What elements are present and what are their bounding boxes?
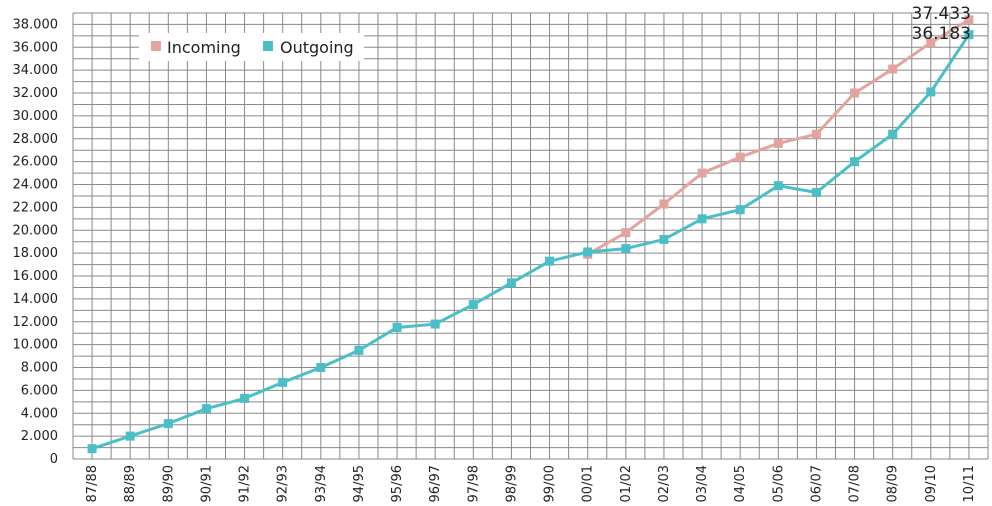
- x-tick-label: 94/95: [352, 465, 367, 502]
- y-tick-label: 14.000: [13, 292, 59, 307]
- y-tick-label: 36.000: [13, 40, 59, 55]
- data-point-outgoing: [735, 205, 745, 215]
- data-point-outgoing: [392, 322, 402, 332]
- data-point-outgoing: [621, 244, 631, 254]
- data-point-outgoing: [125, 431, 135, 441]
- y-tick-label: 0: [50, 452, 58, 467]
- data-point-outgoing: [316, 363, 326, 373]
- x-tick-label: 90/91: [199, 465, 214, 502]
- y-tick-label: 2.000: [21, 429, 58, 444]
- data-point-outgoing: [926, 87, 936, 97]
- y-tick-label: 18.000: [13, 246, 59, 261]
- y-tick-label: 8.000: [21, 361, 58, 376]
- x-tick-label: 07/08: [848, 465, 863, 502]
- x-tick-label: 87/88: [85, 465, 100, 502]
- data-point-outgoing: [888, 129, 898, 139]
- data-point-outgoing: [354, 345, 364, 355]
- annotation-outgoing-value: 36.183: [912, 24, 971, 44]
- data-point-incoming: [735, 152, 745, 162]
- legend-marker-incoming: [151, 41, 161, 51]
- data-point-incoming: [850, 88, 860, 98]
- data-point-outgoing: [964, 30, 974, 40]
- legend-background: [139, 33, 364, 61]
- x-tick-label: 98/99: [504, 465, 519, 502]
- legend: Incoming Outgoing: [139, 33, 364, 61]
- data-point-outgoing: [201, 404, 211, 414]
- data-point-incoming: [621, 228, 631, 238]
- data-point-outgoing: [659, 234, 669, 244]
- y-axis-ticks: 0 2.000 4.000 6.000 8.000 10.000 12.000 14.000 1…: [13, 17, 59, 467]
- data-point-incoming: [659, 199, 669, 209]
- y-tick-label: 16.000: [13, 269, 59, 284]
- data-point-outgoing: [468, 300, 478, 310]
- y-tick-label: 10.000: [13, 338, 59, 353]
- data-point-outgoing: [430, 319, 440, 329]
- x-tick-label: 06/07: [809, 465, 824, 502]
- y-tick-label: 20.000: [13, 223, 59, 238]
- data-point-incoming: [811, 129, 821, 139]
- series-layer: [87, 15, 974, 454]
- x-tick-label: 88/89: [123, 465, 138, 502]
- x-axis-ticks: 87/88 88/89 89/90 90/91 91/92 92/93 93/94 94/95…: [85, 465, 977, 502]
- y-tick-label: 26.000: [13, 155, 59, 170]
- y-tick-label: 24.000: [13, 178, 59, 193]
- data-point-incoming: [697, 168, 707, 178]
- y-tick-label: 28.000: [13, 132, 59, 147]
- x-tick-label: 05/06: [771, 465, 786, 502]
- x-tick-label: 96/97: [428, 465, 443, 502]
- data-point-incoming: [926, 38, 936, 48]
- data-point-outgoing: [278, 377, 288, 387]
- series-outgoing: [87, 30, 974, 454]
- x-tick-label: 92/93: [276, 465, 291, 502]
- y-tick-label: 22.000: [13, 200, 59, 215]
- y-tick-label: 32.000: [13, 86, 59, 101]
- x-tick-label: 95/96: [390, 465, 405, 502]
- series-line-outgoing: [91, 33, 971, 451]
- x-tick-label: 02/03: [657, 465, 672, 502]
- x-tick-label: 10/11: [962, 465, 977, 502]
- data-point-outgoing: [773, 181, 783, 191]
- series-incoming: [583, 15, 974, 259]
- data-point-outgoing: [583, 247, 593, 257]
- data-point-outgoing: [811, 188, 821, 198]
- data-point-incoming: [964, 15, 974, 25]
- x-tick-label: 04/05: [733, 465, 748, 502]
- data-point-outgoing: [240, 393, 250, 403]
- y-tick-label: 34.000: [13, 63, 59, 78]
- y-tick-label: 12.000: [13, 315, 59, 330]
- x-tick-label: 01/02: [619, 465, 634, 502]
- data-point-outgoing: [697, 214, 707, 224]
- data-point-outgoing: [545, 256, 555, 266]
- x-tick-label: 00/01: [581, 465, 596, 502]
- x-tick-label: 89/90: [161, 465, 176, 502]
- y-tick-label: 4.000: [21, 406, 58, 421]
- x-tick-label: 09/10: [924, 465, 939, 502]
- data-point-outgoing: [87, 444, 97, 454]
- y-tick-label: 30.000: [13, 109, 59, 124]
- x-tick-label: 03/04: [695, 465, 710, 502]
- x-tick-label: 93/94: [314, 465, 329, 502]
- y-tick-label: 6.000: [21, 383, 58, 398]
- data-point-outgoing: [163, 419, 173, 429]
- y-tick-label: 38.000: [13, 17, 59, 32]
- legend-marker-outgoing: [263, 41, 273, 51]
- x-tick-label: 08/09: [886, 465, 901, 502]
- legend-label-outgoing: Outgoing: [280, 38, 354, 57]
- annotations: 37.433 36.183: [912, 4, 971, 44]
- data-point-incoming: [773, 138, 783, 148]
- data-point-incoming: [888, 64, 898, 74]
- data-point-outgoing: [850, 157, 860, 167]
- legend-label-incoming: Incoming: [167, 38, 241, 57]
- annotation-incoming-value: 37.433: [912, 4, 971, 24]
- data-point-outgoing: [506, 278, 516, 288]
- x-tick-label: 99/00: [543, 465, 558, 502]
- x-tick-label: 97/98: [466, 465, 481, 502]
- x-tick-label: 91/92: [238, 465, 253, 502]
